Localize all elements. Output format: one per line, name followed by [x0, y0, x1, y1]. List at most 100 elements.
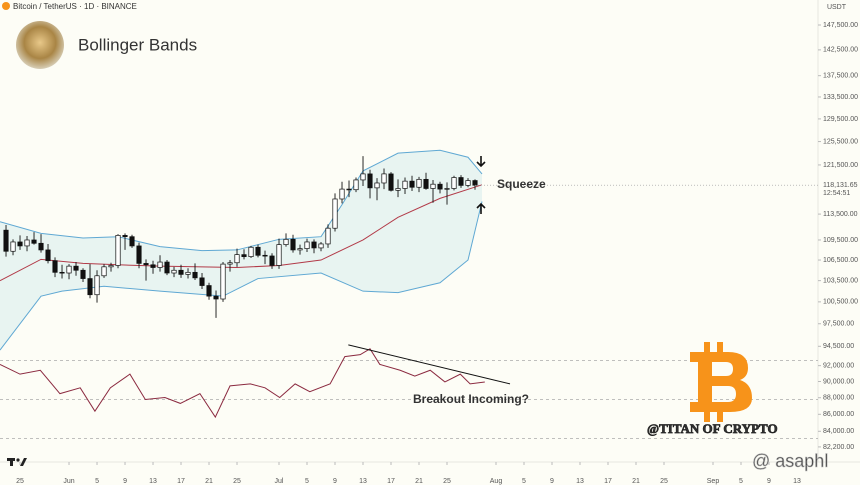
candle-body [94, 275, 100, 296]
candle-body [31, 239, 37, 244]
candle-body [353, 179, 359, 191]
candle-body [423, 178, 429, 189]
candle-body [206, 285, 212, 297]
candle-body [164, 261, 170, 274]
rsi-line [0, 348, 485, 419]
annotation: Breakout Incoming? [413, 392, 529, 406]
candle-body [115, 235, 121, 266]
candle-body [472, 180, 478, 186]
lower-band [0, 201, 483, 351]
candle-body [234, 254, 240, 264]
y-tick-label: 103,500.00 [823, 277, 858, 284]
x-tick-label: 21 [205, 478, 213, 485]
y-tick-label: 106,500.00 [823, 257, 858, 264]
candle-body [311, 241, 317, 249]
candle-body [402, 180, 408, 189]
candle-body [395, 188, 401, 191]
x-tick-label: 13 [576, 478, 584, 485]
candle-body [129, 236, 135, 247]
candle-body [346, 188, 352, 191]
y-tick-label: 92,000.00 [823, 362, 854, 369]
y-tick-label: 113,500.00 [823, 211, 858, 218]
last-price: 118,131.65 [823, 182, 858, 189]
candle-body [381, 173, 387, 184]
x-tick-label: Sep [707, 478, 720, 485]
y-tick-label: 86,000.00 [823, 411, 854, 418]
candle-body [10, 241, 16, 252]
candle-body [241, 254, 247, 257]
arrow-up [476, 202, 486, 214]
x-tick-label: 13 [793, 478, 801, 485]
x-tick-label: 9 [333, 478, 337, 485]
y-tick-label: 133,500.00 [823, 94, 858, 101]
avatar [16, 21, 64, 69]
chart-title: Bollinger Bands [78, 35, 197, 54]
y-tick-label: 142,500.00 [823, 47, 858, 54]
x-tick-label: 5 [522, 478, 526, 485]
candle-body [416, 178, 422, 188]
candle-body [444, 188, 450, 190]
x-tick-label: 5 [305, 478, 309, 485]
y-tick-label: 121,500.00 [823, 162, 858, 169]
candle-body [24, 239, 30, 247]
countdown: 12:54:51 [823, 190, 850, 197]
candle-body [192, 271, 198, 279]
y-tick-label: 137,500.00 [823, 73, 858, 80]
candle-body [255, 246, 261, 256]
candle-body [220, 263, 226, 300]
trendline [348, 344, 511, 385]
candle-body [360, 173, 366, 181]
x-tick-label: 17 [604, 478, 612, 485]
candle-body [409, 180, 415, 188]
source: @ asaphl [752, 451, 828, 471]
tradingview-logo [7, 458, 27, 466]
x-tick-label: 25 [233, 478, 241, 485]
y-tick-label: 88,000.00 [823, 395, 854, 402]
candle-body [59, 271, 65, 274]
y-tick-label: 109,500.00 [823, 237, 858, 244]
y-tick-label: 100,500.00 [823, 299, 858, 306]
candle-body [101, 266, 107, 277]
candle-body [458, 177, 464, 186]
middle-band [0, 184, 483, 282]
bitcoin-logo [690, 342, 752, 422]
symbol: Bitcoin / TetherUS · 1D · BINANCE [13, 2, 137, 11]
currency: USDT [827, 4, 847, 11]
candle-body [199, 277, 205, 286]
x-tick-label: 21 [632, 478, 640, 485]
x-tick-label: Jun [63, 478, 74, 485]
x-tick-label: 9 [550, 478, 554, 485]
candle-body [38, 242, 44, 251]
candle-body [157, 261, 163, 268]
candle-body [3, 229, 9, 252]
candle-body [45, 249, 51, 262]
x-tick-label: Aug [490, 478, 503, 485]
x-tick-label: 13 [359, 478, 367, 485]
candle-body [136, 245, 142, 264]
plot [0, 149, 818, 439]
candle-body [451, 177, 457, 189]
band-fill [0, 150, 483, 351]
candle-body [430, 183, 436, 189]
candle-body [388, 173, 394, 191]
x-tick-label: 25 [660, 478, 668, 485]
candle-body [290, 238, 296, 251]
candle-body [318, 243, 324, 249]
last-price-box [819, 180, 860, 198]
symbol-icon [2, 2, 10, 10]
candle-body [332, 198, 338, 229]
candle-body [283, 238, 289, 245]
candle-body [143, 263, 149, 266]
candle-body [185, 271, 191, 275]
candle-body [297, 248, 303, 251]
candle-body [108, 265, 114, 268]
candle-body [213, 295, 219, 300]
candle-body [465, 180, 471, 186]
x-tick-label: 9 [767, 478, 771, 485]
x-tick-label: 17 [177, 478, 185, 485]
annotation: Squeeze [497, 177, 546, 191]
candle-body [122, 235, 128, 238]
y-tick-label: 129,500.00 [823, 116, 858, 123]
arrow-down [476, 156, 486, 168]
